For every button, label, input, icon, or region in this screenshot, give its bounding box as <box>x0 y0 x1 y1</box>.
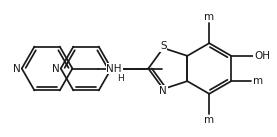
Text: N: N <box>13 64 20 73</box>
Text: NH: NH <box>106 64 122 73</box>
Text: m: m <box>204 12 214 22</box>
Text: N: N <box>52 64 60 73</box>
Text: m: m <box>253 76 263 86</box>
Text: H: H <box>117 74 123 83</box>
Text: N: N <box>159 86 167 96</box>
Text: S: S <box>160 41 166 51</box>
Text: OH: OH <box>254 51 270 61</box>
Text: m: m <box>204 115 214 125</box>
